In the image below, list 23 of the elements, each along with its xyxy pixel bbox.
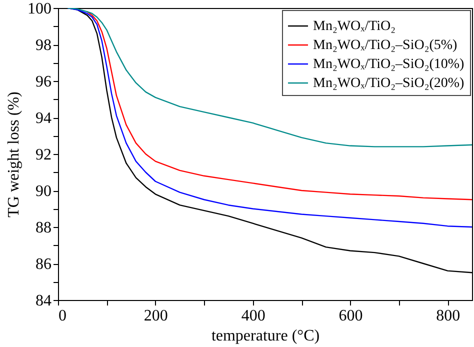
y-tick-label: 90 (36, 183, 52, 200)
x-tick-label: 200 (144, 308, 168, 324)
legend-label: Mn₂WOₓ/TiO₂–SiO₂(5%) (313, 38, 458, 53)
y-tick-label: 100 (28, 0, 52, 18)
y-tick-label: 98 (36, 37, 52, 54)
y-tick-label: 94 (36, 110, 52, 127)
line-series (67, 8, 472, 228)
y-tick-label: 86 (36, 256, 52, 273)
x-tick-label: 600 (338, 308, 363, 324)
x-tick-label: 400 (241, 308, 266, 324)
y-axis-title: TG weight loss (%) (6, 92, 22, 218)
y-tick-label: 88 (36, 220, 52, 236)
x-axis-title: temperature (°C) (211, 328, 320, 344)
y-tick-label: 92 (36, 146, 52, 164)
y-tick-label: 84 (36, 292, 52, 310)
y-tick-label: 96 (36, 74, 52, 90)
x-tick-label: 800 (436, 308, 460, 324)
x-tick-label: 0 (58, 308, 66, 324)
legend-label: Mn₂WOₓ/TiO₂ (313, 19, 396, 34)
line-series (67, 8, 472, 148)
line-series (86, 11, 472, 200)
legend-label: Mn₂WOₓ/TiO₂–SiO₂(10%) (313, 57, 465, 72)
legend-label: Mn₂WOₓ/TiO₂–SiO₂(20%) (313, 76, 465, 91)
